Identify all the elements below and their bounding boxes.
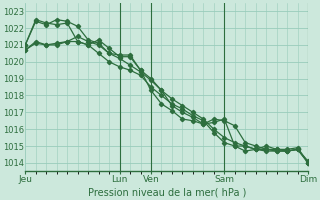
X-axis label: Pression niveau de la mer( hPa ): Pression niveau de la mer( hPa )	[87, 187, 246, 197]
